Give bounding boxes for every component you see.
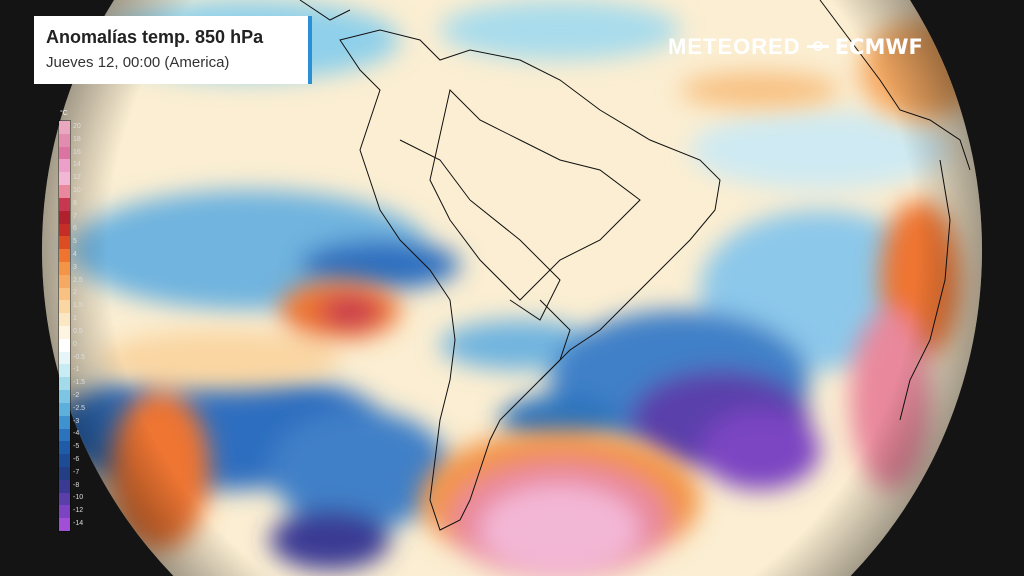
- legend-label: 8: [73, 199, 77, 207]
- legend-label: 16: [73, 148, 81, 156]
- legend-swatch: [59, 249, 70, 262]
- legend-label: 3: [73, 263, 77, 271]
- legend-swatch: [59, 300, 70, 314]
- legend-swatch: [59, 479, 70, 493]
- legend-label: -12: [73, 507, 84, 515]
- legend-label: -6: [73, 456, 80, 464]
- legend-swatch: [59, 505, 70, 519]
- legend-swatch: [59, 364, 70, 378]
- legend-swatch: [59, 441, 70, 455]
- legend-label: 20: [73, 122, 81, 130]
- legend-label: -0.5: [73, 353, 86, 361]
- legend-swatch: [59, 492, 70, 506]
- legend-label: -5: [73, 443, 80, 451]
- legend-unit: °C: [60, 110, 68, 117]
- legend-label: 4: [73, 251, 77, 259]
- legend-swatch: [59, 121, 70, 134]
- legend-label: 2: [73, 289, 77, 297]
- legend-label: -3: [73, 417, 80, 425]
- legend-label: 0: [73, 340, 77, 348]
- legend-label: 6: [73, 225, 77, 233]
- legend-swatch: [59, 210, 70, 224]
- legend-swatch: [59, 261, 70, 275]
- legend-label: -8: [73, 481, 80, 489]
- legend-swatch: [59, 390, 70, 403]
- legend-swatch: [59, 274, 70, 288]
- legend-label: 1.5: [73, 302, 83, 310]
- legend-label: 1: [73, 315, 77, 323]
- brand-logo: METEORED ECMWF: [668, 34, 923, 60]
- legend-label: -1: [73, 366, 80, 374]
- legend-swatch: [59, 351, 70, 365]
- legend-label: 12: [73, 174, 81, 182]
- legend-label: -2: [73, 391, 80, 399]
- legend-swatch: [59, 466, 70, 480]
- legend-swatch: [59, 313, 70, 326]
- legend-label: -4: [73, 430, 80, 438]
- legend-label: 0.5: [73, 327, 83, 335]
- title-box: Anomalías temp. 850 hPa Jueves 12, 00:00…: [34, 16, 312, 84]
- legend-swatch: [59, 326, 70, 339]
- legend-label: -2.5: [73, 404, 86, 412]
- legend-label: 10: [73, 186, 81, 194]
- legend-swatch: [59, 146, 70, 160]
- legend-swatch: [59, 197, 70, 211]
- legend-swatch: [59, 377, 70, 391]
- legend-color-bar: [58, 120, 71, 532]
- legend-label: 14: [73, 161, 81, 169]
- link-icon: [806, 40, 829, 54]
- legend-swatch: [59, 415, 70, 429]
- legend-swatch: [59, 159, 70, 173]
- legend-swatch: [59, 223, 70, 237]
- legend-swatch: [59, 402, 70, 416]
- ecmwf-logo: ECMWF: [834, 35, 923, 59]
- legend-swatch: [59, 428, 70, 442]
- legend-label: 7: [73, 212, 77, 220]
- legend-label: -7: [73, 468, 80, 476]
- legend-swatch: [59, 133, 70, 147]
- legend-swatch: [59, 454, 70, 467]
- legend-swatch: [59, 236, 70, 250]
- legend-label: 2.5: [73, 276, 83, 284]
- map-subtitle: Jueves 12, 00:00 (America): [46, 54, 230, 71]
- legend-label: 5: [73, 238, 77, 246]
- meteored-logo: METEORED: [668, 34, 801, 59]
- legend-label: 18: [73, 135, 81, 143]
- color-legend: °C 20 18 16 14 12 10 8 7 6 5 4 3 2.5 2 1.5 1 0.5 0 -0.5 -1 -…: [58, 110, 95, 532]
- legend-swatch: [59, 518, 70, 531]
- legend-label: -14: [73, 520, 84, 528]
- legend-swatch: [59, 172, 70, 186]
- legend-label: -10: [73, 494, 84, 502]
- legend-swatch: [59, 338, 70, 352]
- legend-labels: 20 18 16 14 12 10 8 7 6 5 4 3 2.5 2 1.5 1 0.5 0 -0.5 -1 -1.5…: [73, 120, 95, 530]
- legend-swatch: [59, 287, 70, 301]
- legend-label: -1.5: [73, 379, 86, 387]
- legend-swatch: [59, 185, 70, 198]
- map-title: Anomalías temp. 850 hPa: [46, 27, 264, 47]
